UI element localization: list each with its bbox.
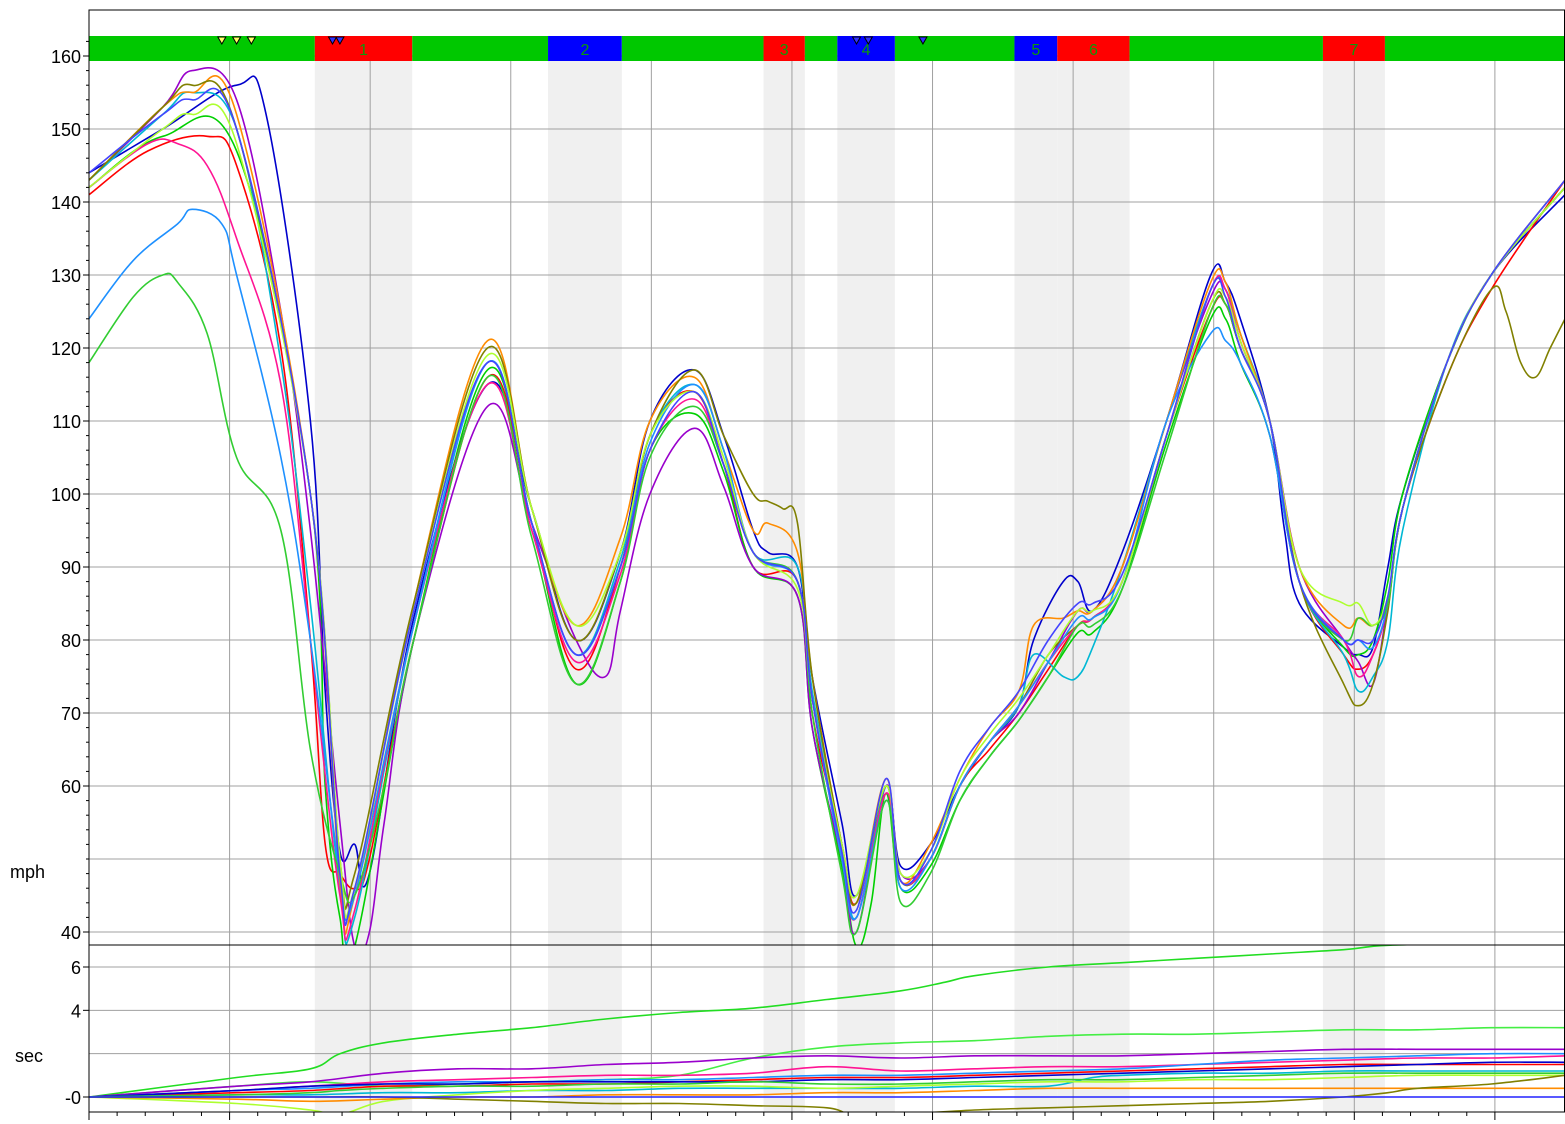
delta-y-tick-label: 6 bbox=[71, 958, 81, 978]
corner-segment-slow bbox=[1322, 36, 1385, 61]
corner-segment-straight bbox=[1384, 36, 1565, 61]
shaded-region bbox=[837, 61, 895, 1112]
speed-y-tick-label: 130 bbox=[51, 266, 81, 286]
corner-number-label: 4 bbox=[862, 42, 871, 59]
shaded-region bbox=[1057, 61, 1130, 1112]
speed-series-line-12 bbox=[89, 87, 1565, 927]
speed-y-tick-label: 60 bbox=[61, 777, 81, 797]
marker-flag bbox=[851, 36, 862, 46]
corner-number-label: 7 bbox=[1349, 42, 1358, 59]
speed-y-tick-label: 150 bbox=[51, 120, 81, 140]
delta-y-tick-label: 4 bbox=[71, 1001, 81, 1021]
marker-flag bbox=[335, 36, 345, 46]
speed-y-tick-label: 120 bbox=[51, 339, 81, 359]
axes: 40 60 70 80 90 100 110 120 130 140 150 160 -0 4 6 bbox=[51, 9, 1565, 1120]
corner-segment-straight bbox=[621, 36, 764, 61]
marker-flag bbox=[327, 36, 338, 46]
corner-segment-slow bbox=[763, 36, 805, 61]
marker-flag bbox=[918, 36, 928, 46]
corner-segment-slow bbox=[1057, 36, 1130, 61]
delta-series-line-3 bbox=[89, 1048, 1565, 1098]
speed-y-tick-label: 90 bbox=[61, 558, 81, 578]
shaded-region bbox=[548, 61, 622, 1112]
delta-series-line-5 bbox=[89, 1063, 1565, 1098]
time-delta-traces bbox=[89, 945, 1565, 1112]
marker-flag bbox=[246, 36, 257, 46]
delta-series-line-8 bbox=[89, 1070, 1565, 1098]
corner-segment-straight bbox=[894, 36, 1015, 61]
corner-segment-medium bbox=[548, 36, 622, 61]
speed-y-tick-label: 110 bbox=[52, 412, 81, 432]
shaded-region bbox=[314, 61, 413, 1112]
corner-number-label: 5 bbox=[1031, 42, 1040, 59]
delta-axis-unit: sec bbox=[15, 1046, 43, 1066]
corner-number-label: 3 bbox=[780, 42, 789, 59]
shaded-region bbox=[763, 61, 805, 1112]
speed-y-tick-label: 100 bbox=[51, 485, 81, 505]
corner-number-label: 2 bbox=[580, 42, 589, 59]
speed-y-tick-label: 160 bbox=[51, 47, 81, 67]
marker-flag bbox=[863, 36, 874, 46]
speed-y-tick-label: 140 bbox=[51, 193, 81, 213]
delta-series-line-9 bbox=[89, 1074, 1565, 1112]
delta-series-line-4 bbox=[89, 1055, 1565, 1098]
corner-segment-medium bbox=[1014, 36, 1058, 61]
delta-series-line-12 bbox=[89, 1072, 1565, 1098]
marker-flag bbox=[216, 36, 227, 46]
corner-segment-straight bbox=[412, 36, 549, 61]
corner-bar: 1 2 3 4 5 6 7 bbox=[89, 36, 1565, 61]
delta-series-line-1 bbox=[89, 945, 1427, 1098]
speed-y-tick-label: 70 bbox=[61, 704, 81, 724]
corner-segment-straight bbox=[804, 36, 838, 61]
speed-y-tick-label: 40 bbox=[61, 923, 81, 943]
speed-y-tick-label: 80 bbox=[61, 631, 81, 651]
corner-number-label: 1 bbox=[359, 42, 368, 59]
delta-series-line-10 bbox=[89, 1087, 1565, 1103]
shaded-region bbox=[1014, 61, 1058, 1112]
corner-number-label: 6 bbox=[1089, 42, 1098, 59]
speed-axis-unit: mph bbox=[10, 862, 45, 882]
speed-series-line-1 bbox=[89, 75, 1565, 897]
delta-y-tick-label: -0 bbox=[65, 1088, 81, 1108]
speed-traces bbox=[89, 67, 1565, 945]
marker-flag bbox=[231, 36, 242, 46]
delta-series-line-7 bbox=[89, 1061, 1565, 1098]
corner-segment-straight bbox=[1129, 36, 1323, 61]
corner-segment-straight bbox=[89, 36, 315, 61]
